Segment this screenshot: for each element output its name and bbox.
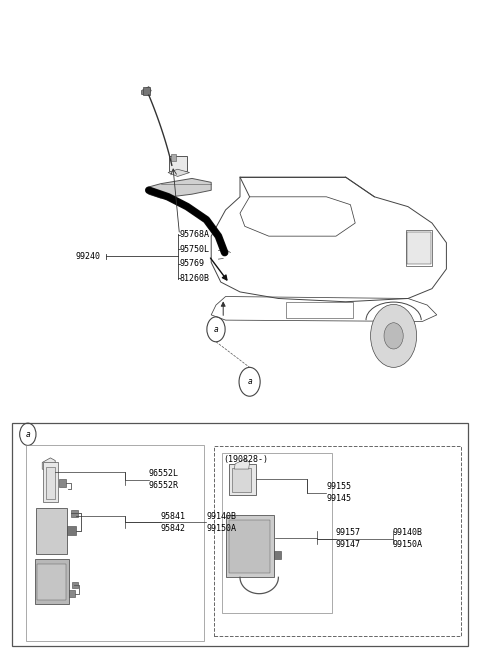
Polygon shape xyxy=(149,178,211,198)
Bar xyxy=(406,230,432,266)
Bar xyxy=(169,156,187,171)
Bar xyxy=(43,462,58,502)
Bar xyxy=(69,590,75,597)
Text: 81260B: 81260B xyxy=(180,274,210,283)
Text: 95769: 95769 xyxy=(180,259,205,268)
Text: 99240: 99240 xyxy=(76,252,101,261)
Text: 99150A: 99150A xyxy=(393,540,422,549)
Text: 95841: 95841 xyxy=(161,512,186,521)
Bar xyxy=(274,551,281,559)
Circle shape xyxy=(384,323,403,349)
Bar xyxy=(222,453,332,613)
Text: 96552R: 96552R xyxy=(149,481,179,490)
Bar xyxy=(12,423,468,646)
Bar xyxy=(26,445,204,641)
Text: a: a xyxy=(247,377,252,386)
Bar xyxy=(229,464,256,495)
Circle shape xyxy=(371,304,417,367)
Bar xyxy=(407,232,431,264)
Polygon shape xyxy=(168,169,190,176)
Bar xyxy=(59,479,66,487)
Bar xyxy=(36,508,67,554)
Polygon shape xyxy=(234,459,250,469)
Bar xyxy=(143,87,150,95)
Bar xyxy=(35,559,69,604)
Bar xyxy=(37,564,66,600)
Bar xyxy=(214,446,461,636)
Bar xyxy=(46,467,55,499)
Text: 99147: 99147 xyxy=(336,540,361,549)
Bar xyxy=(226,515,274,577)
Polygon shape xyxy=(142,87,151,95)
Polygon shape xyxy=(42,458,55,472)
Text: 99140B: 99140B xyxy=(206,512,236,521)
Text: 96552L: 96552L xyxy=(149,469,179,478)
Bar xyxy=(67,526,76,535)
Bar xyxy=(72,582,78,588)
Text: a: a xyxy=(25,430,30,439)
Text: 99145: 99145 xyxy=(326,494,351,503)
Text: (190828-): (190828-) xyxy=(223,455,268,464)
Text: 99155: 99155 xyxy=(326,482,351,491)
Text: 99157: 99157 xyxy=(336,528,361,537)
Bar xyxy=(171,154,176,161)
Text: 99150A: 99150A xyxy=(206,523,236,533)
Bar xyxy=(286,302,353,318)
Text: 95768A: 95768A xyxy=(180,230,210,239)
Bar xyxy=(229,520,270,573)
Text: a: a xyxy=(214,325,218,334)
Bar xyxy=(71,510,78,517)
Bar xyxy=(232,468,251,492)
Text: 99140B: 99140B xyxy=(393,528,422,537)
Text: 95842: 95842 xyxy=(161,523,186,533)
Text: 95750L: 95750L xyxy=(180,245,210,254)
